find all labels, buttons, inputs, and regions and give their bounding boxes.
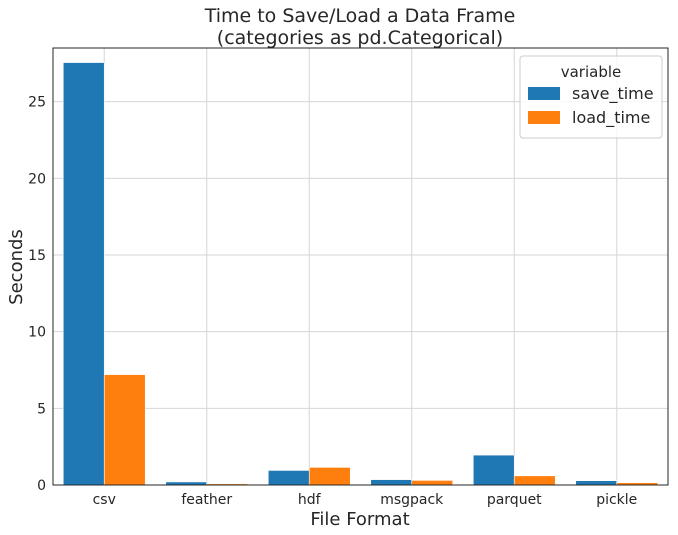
legend: variable save_time load_time [519, 55, 663, 139]
y-tick-label: 5 [37, 401, 46, 417]
bar-load-time-csv [103, 374, 146, 486]
bar-save-time-msgpack [370, 479, 413, 486]
x-tick-labels: csv feather hdf msgpack parquet pickle [93, 492, 638, 508]
chart-title: Time to Save/Load a Data Frame [204, 5, 516, 27]
x-tick-label: msgpack [380, 492, 444, 508]
y-tick-label: 10 [28, 325, 46, 341]
x-tick-label: parquet [487, 492, 542, 508]
legend-label-save-time: save_time [572, 84, 654, 104]
y-tick-labels: 0 5 10 15 20 25 [28, 95, 46, 494]
legend-swatch-load-time [528, 111, 560, 124]
y-tick-label: 15 [28, 248, 46, 264]
bars [62, 62, 659, 486]
chart-subtitle: (categories as pd.Categorical) [217, 27, 503, 49]
bar-save-time-csv [62, 62, 105, 486]
x-tick-label: pickle [596, 492, 637, 508]
y-tick-label: 0 [37, 478, 46, 494]
x-tick-label: feather [181, 492, 232, 508]
bar-save-time-pickle [575, 480, 618, 486]
bar-load-time-hdf [308, 467, 351, 486]
x-tick-label: csv [93, 492, 116, 508]
y-tick-label: 25 [28, 95, 46, 111]
y-axis-label: Seconds [6, 229, 27, 305]
legend-label-load-time: load_time [572, 108, 650, 128]
x-tick-label: hdf [298, 492, 322, 508]
x-axis-label: File Format [310, 509, 409, 530]
bar-save-time-hdf [267, 470, 310, 486]
y-tick-label: 20 [28, 171, 46, 187]
bar-load-time-msgpack [411, 480, 454, 486]
plot-frame [52, 47, 669, 486]
legend-swatch-save-time [528, 87, 560, 100]
bar-load-time-parquet [513, 475, 556, 486]
legend-title: variable [561, 63, 622, 81]
bar-save-time-parquet [472, 454, 515, 486]
